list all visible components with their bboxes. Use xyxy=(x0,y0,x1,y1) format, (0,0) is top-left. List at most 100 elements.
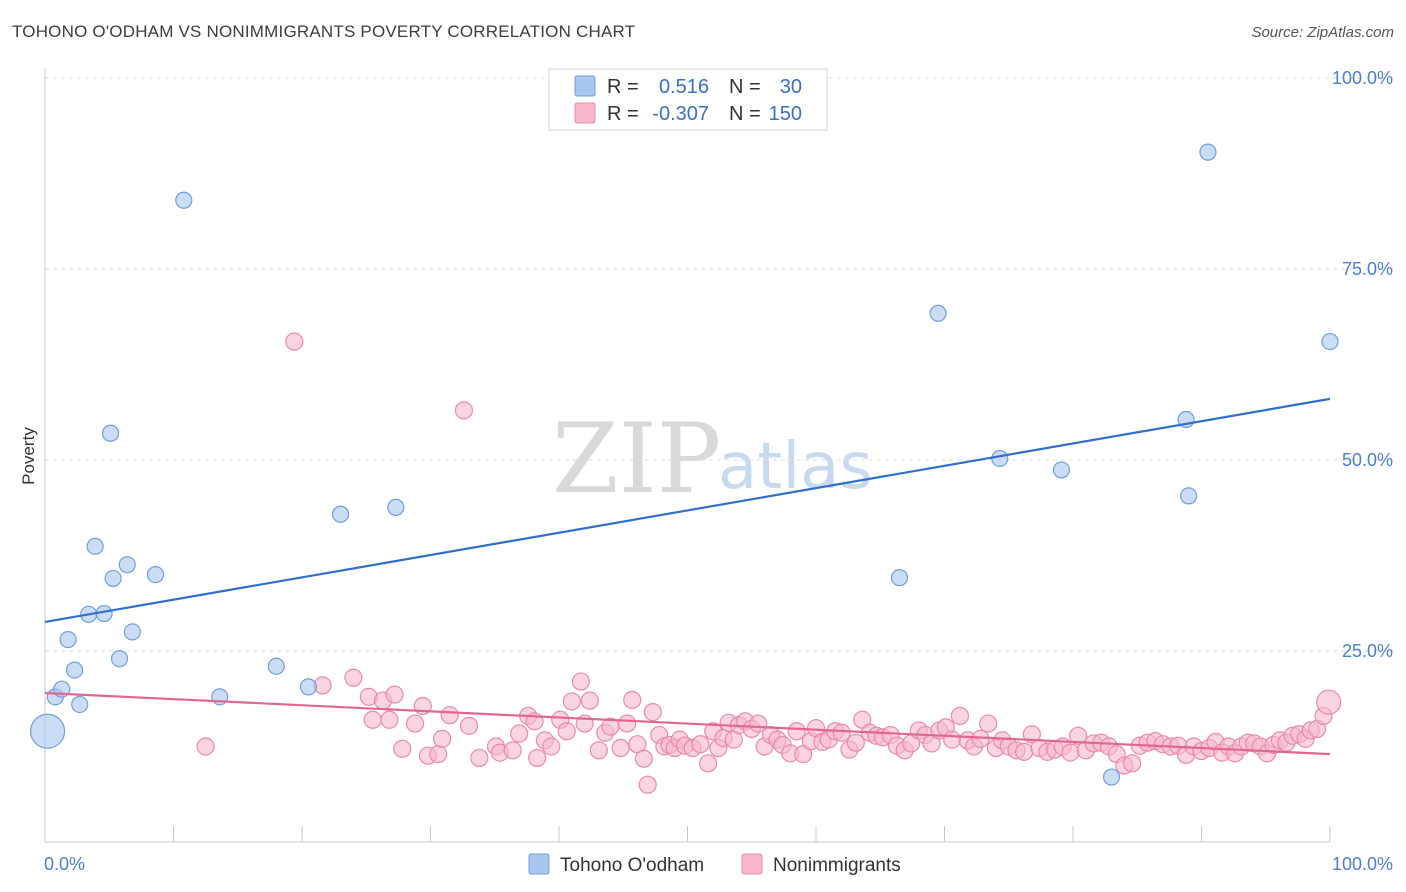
y-tick-label: 50.0% xyxy=(1342,450,1393,470)
legend-swatch-nonimmigrants xyxy=(574,102,596,124)
data-point xyxy=(118,556,136,574)
data-point xyxy=(943,730,962,749)
data-point xyxy=(1180,487,1198,505)
y-axis-title: Poverty xyxy=(19,427,38,485)
data-point xyxy=(380,710,399,729)
data-point xyxy=(123,623,141,641)
bottom-legend-label-tohono: Tohono O'odham xyxy=(560,855,704,876)
legend-n-label-2: N = xyxy=(729,103,761,125)
data-point xyxy=(65,661,84,679)
data-point xyxy=(571,672,590,691)
data-point xyxy=(387,498,405,516)
watermark-atlas: atlas xyxy=(718,430,873,504)
data-point xyxy=(101,424,120,442)
data-point xyxy=(440,706,459,725)
y-tick-label: 25.0% xyxy=(1342,641,1393,661)
data-point xyxy=(1015,742,1034,761)
data-point xyxy=(29,713,66,749)
data-point xyxy=(638,775,657,794)
trend-line xyxy=(44,397,1331,624)
data-point xyxy=(1052,461,1071,479)
y-tick-labels: 25.0% 50.0% 75.0% 100.0% xyxy=(1332,68,1393,661)
data-point xyxy=(432,729,452,748)
data-point xyxy=(580,691,599,710)
data-point xyxy=(405,714,425,733)
data-point xyxy=(1069,726,1088,745)
data-point xyxy=(929,304,947,322)
data-point xyxy=(618,714,637,733)
data-point xyxy=(285,332,304,351)
trend-lines xyxy=(44,397,1331,756)
x-ticks xyxy=(44,826,1331,842)
data-point xyxy=(557,722,576,741)
data-point xyxy=(175,191,193,209)
data-point xyxy=(698,754,718,773)
data-point xyxy=(846,733,865,752)
data-point xyxy=(59,630,77,649)
data-point xyxy=(589,741,608,760)
trend-line xyxy=(44,691,1331,756)
legend-swatch-tohono xyxy=(574,75,596,97)
data-point xyxy=(528,748,547,768)
data-point xyxy=(623,690,642,709)
data-point xyxy=(71,695,89,714)
data-point xyxy=(454,401,474,420)
data-point xyxy=(385,685,404,704)
legend-n-value-2: 150 xyxy=(769,103,802,125)
data-point xyxy=(267,657,285,675)
y-tick-label: 75.0% xyxy=(1342,259,1393,279)
legend-r-value-1: 0.516 xyxy=(659,76,709,98)
data-point xyxy=(991,449,1009,468)
data-point xyxy=(459,716,479,735)
data-point xyxy=(1123,754,1142,773)
data-point xyxy=(1316,689,1342,715)
data-point xyxy=(1022,725,1041,744)
data-point xyxy=(1061,743,1080,762)
bottom-legend-label-nonimmigrants: Nonimmigrants xyxy=(773,855,901,876)
y-tick-label: 100.0% xyxy=(1332,68,1393,88)
x-tick-label-max: 100.0% xyxy=(1332,854,1393,874)
data-point xyxy=(510,724,529,743)
x-tick-label-min: 0.0% xyxy=(44,854,85,874)
data-point xyxy=(832,723,851,742)
data-point xyxy=(562,692,581,711)
gridlines xyxy=(45,77,1393,652)
data-point xyxy=(196,737,215,756)
data-point xyxy=(643,703,662,722)
data-point xyxy=(1321,332,1339,351)
data-point xyxy=(146,565,165,584)
data-point xyxy=(611,738,630,758)
legend-r-label-1: R = xyxy=(607,76,639,98)
source-label: Source: ZipAtlas.com xyxy=(1251,24,1394,41)
data-point xyxy=(503,741,522,760)
data-point xyxy=(1199,143,1217,161)
series-nonimmigrants-points xyxy=(196,332,1342,794)
data-point xyxy=(542,737,561,756)
legend-r-label-2: R = xyxy=(607,103,639,125)
data-point xyxy=(691,735,710,754)
data-point xyxy=(950,706,970,726)
bottom-legend-swatch-tohono xyxy=(528,853,550,875)
bottom-legend: Tohono O'odham Nonimmigrants xyxy=(528,853,901,876)
chart-title: TOHONO O'ODHAM VS NONIMMIGRANTS POVERTY … xyxy=(12,22,636,41)
data-point xyxy=(299,678,318,696)
legend-n-value-1: 30 xyxy=(780,76,802,98)
legend-r-value-2: -0.307 xyxy=(652,103,709,125)
legend-n-label-1: N = xyxy=(729,76,761,98)
data-point xyxy=(363,710,382,729)
data-point xyxy=(429,745,448,764)
legend: R = 0.516 N = 30 R = -0.307 N = 150 xyxy=(548,68,828,131)
data-point xyxy=(634,749,653,768)
data-point xyxy=(470,748,489,768)
bottom-legend-swatch-nonimmigrants xyxy=(741,853,763,875)
data-point xyxy=(393,739,412,758)
data-point xyxy=(1102,768,1121,786)
data-point xyxy=(890,569,909,587)
data-point xyxy=(331,505,350,523)
data-point xyxy=(787,722,806,741)
watermark-zip: ZIP xyxy=(552,403,721,515)
data-point xyxy=(86,537,104,555)
data-point xyxy=(979,714,998,733)
data-point xyxy=(344,668,363,687)
